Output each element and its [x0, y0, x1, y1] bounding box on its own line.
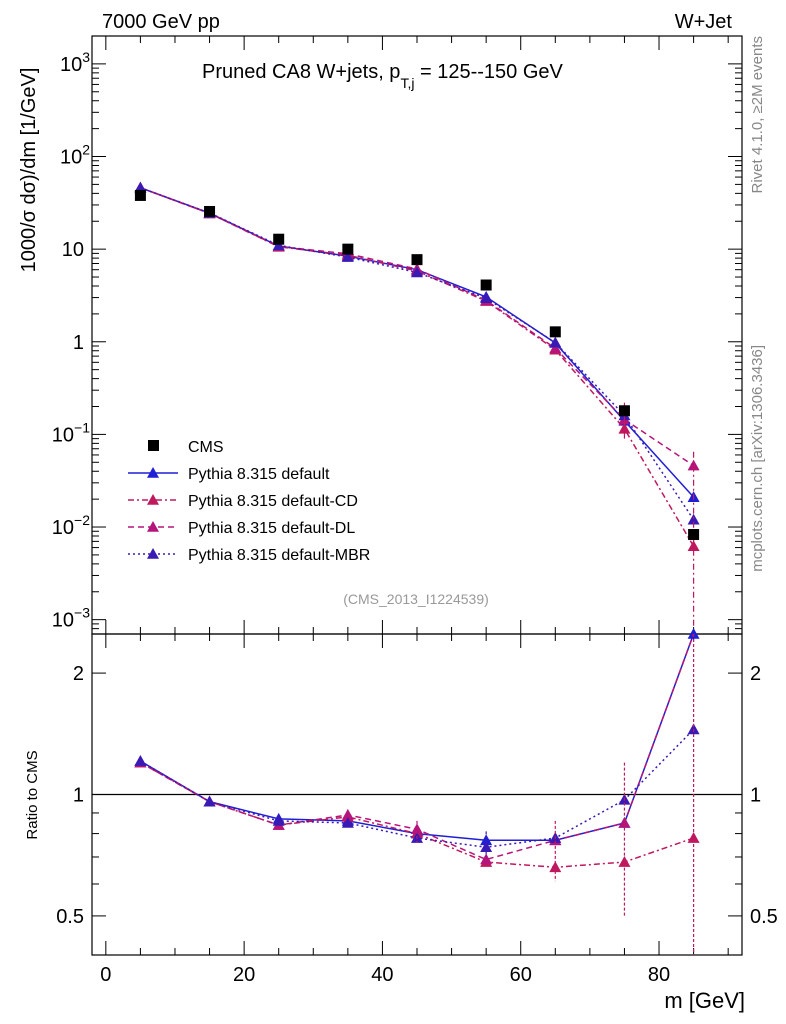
- main-y-tick-label: 10−3: [52, 605, 90, 632]
- ratio-y-tick-label: 1: [73, 785, 84, 807]
- cms-data-point: [134, 189, 146, 201]
- main-y-label: 1000/σ dσ)/dm [1/GeV]: [18, 68, 40, 273]
- cms-data-point: [342, 243, 354, 255]
- ratio-y-tick-label-right: 1: [750, 785, 761, 807]
- ratio-point-cd: [618, 856, 631, 867]
- main-y-tick-label: 103: [60, 49, 90, 76]
- main-line-cd: [140, 187, 695, 547]
- legend: CMS Pythia 8.315 default Pythia 8.315 defa…: [128, 439, 370, 564]
- legend-label-cd: Pythia 8.315 default-CD: [188, 493, 358, 510]
- ratio-line-default: [140, 633, 695, 842]
- x-tick-label: 40: [371, 964, 393, 986]
- legend-label-dl: Pythia 8.315 default-DL: [188, 520, 355, 537]
- main-y-tick-label: 10: [62, 239, 84, 261]
- legend-label-mbr: Pythia 8.315 default-MBR: [188, 547, 370, 564]
- legend-marker-dl: [147, 521, 159, 532]
- ratio-y-label: Ratio to CMS: [24, 750, 41, 839]
- main-series: [134, 181, 700, 634]
- x-tick-label: 20: [233, 964, 255, 986]
- cms-data-point: [480, 279, 492, 291]
- legend-marker-cms: [148, 440, 159, 451]
- legend-marker-cd: [147, 494, 159, 505]
- legend-label-default: Pythia 8.315 default: [188, 466, 330, 483]
- main-y-tick-label: 10−2: [52, 512, 90, 539]
- ratio-point-default: [480, 834, 493, 846]
- main-line-dl: [140, 187, 695, 467]
- chart-title: Pruned CA8 W+jets, pT,j = 125--150 GeV: [202, 61, 564, 91]
- main-point-mbr: [549, 336, 562, 348]
- ratio-point-mbr: [203, 795, 216, 807]
- ratio-y-tick-label-right: 2: [750, 663, 761, 685]
- ratio-point-dl: [480, 853, 493, 865]
- cms-data-point: [273, 233, 285, 245]
- ratio-line-cd: [140, 761, 694, 869]
- ratio-point-mbr: [687, 723, 700, 735]
- ratio-y-tick-label: 0.5: [56, 906, 84, 928]
- ratio-point-mbr: [134, 755, 147, 766]
- main-point-mbr: [480, 292, 493, 304]
- title-main: Pruned CA8 W+jets, p: [202, 61, 400, 83]
- cms-data-point: [688, 529, 700, 541]
- main-y-tick-label: 10−1: [52, 419, 90, 446]
- cms-data-point: [618, 405, 630, 417]
- mcplots-label: mcplots.cern.ch [arXiv:1306.3436]: [749, 345, 766, 572]
- header-right: W+Jet: [675, 11, 733, 33]
- title-sub: T,j: [400, 75, 414, 91]
- main-point-mbr: [341, 251, 354, 262]
- ratio-series: [134, 628, 700, 955]
- main-point-mbr: [134, 181, 147, 193]
- ratio-point-default: [687, 628, 700, 639]
- legend-marker-mbr: [147, 548, 159, 559]
- main-point-dl: [687, 459, 700, 471]
- ratio-y-tick-label: 2: [73, 663, 84, 685]
- ratio-point-cd: [687, 832, 700, 843]
- x-tick-label: 0: [100, 964, 111, 986]
- legend-marker-default: [147, 467, 159, 478]
- ratio-point-dl: [618, 816, 631, 828]
- x-axis-label: m [GeV]: [664, 988, 745, 1013]
- x-tick-label: 80: [648, 964, 670, 986]
- main-y-tick-label: 102: [60, 142, 90, 169]
- title-rest: = 125--150 GeV: [414, 61, 563, 83]
- ratio-point-dl: [341, 808, 354, 820]
- legend-label-cms: CMS: [188, 439, 224, 456]
- analysis-label: (CMS_2013_I1224539): [343, 591, 489, 607]
- ratio-point-mbr: [341, 816, 354, 828]
- main-point-mbr: [687, 513, 700, 525]
- x-tick-label: 60: [510, 964, 532, 986]
- header-left: 7000 GeV pp: [102, 11, 220, 33]
- cms-data-point: [549, 326, 561, 338]
- main-y-tick-label: 1: [73, 332, 84, 354]
- ratio-point-mbr: [272, 814, 285, 826]
- main-point-mbr: [411, 266, 423, 278]
- cms-data-point: [204, 205, 216, 217]
- main-frame: [91, 35, 743, 635]
- cms-data-point: [411, 254, 423, 266]
- main-point-dl: [549, 342, 562, 354]
- ratio-ticks: 0 20 40 60 80 0.5 0.5 1 1 2 2: [56, 634, 778, 986]
- ratio-y-tick-label-right: 0.5: [750, 906, 778, 928]
- rivet-label: Rivet 4.1.0, ≥2M events: [749, 36, 766, 193]
